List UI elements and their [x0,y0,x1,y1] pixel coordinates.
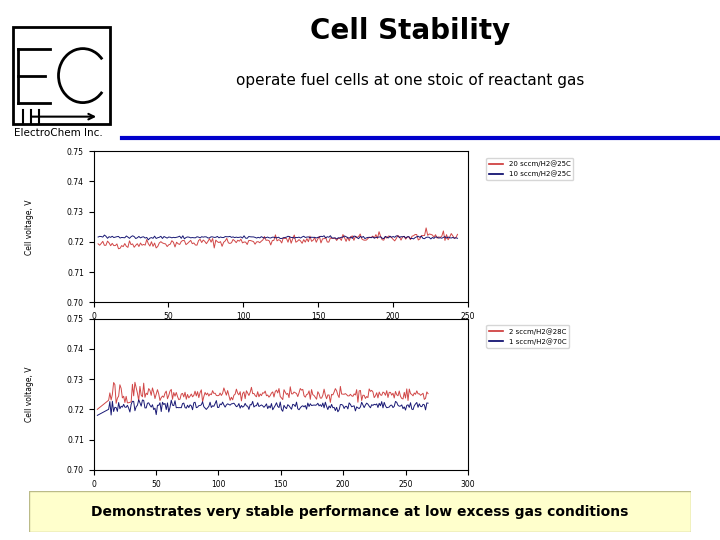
Text: Cell Stability: Cell Stability [310,17,510,45]
Legend: 20 sccm/H2@25C, 10 sccm/H2@25C: 20 sccm/H2@25C, 10 sccm/H2@25C [487,158,573,180]
X-axis label: Time, min: Time, min [258,327,303,336]
Text: operate fuel cells at one stoic of reactant gas: operate fuel cells at one stoic of react… [236,73,585,88]
FancyBboxPatch shape [29,491,691,532]
Text: Demonstrates very stable performance at low excess gas conditions: Demonstrates very stable performance at … [91,505,629,518]
Y-axis label: Cell voltage, V: Cell voltage, V [24,367,34,422]
X-axis label: Time, min: Time, min [258,494,303,503]
Y-axis label: Cell voltage, V: Cell voltage, V [24,199,34,254]
Text: ElectroChem Inc.: ElectroChem Inc. [14,128,103,138]
Legend: 2 sccm/H2@28C, 1 sccm/H2@70C: 2 sccm/H2@28C, 1 sccm/H2@70C [487,325,569,348]
